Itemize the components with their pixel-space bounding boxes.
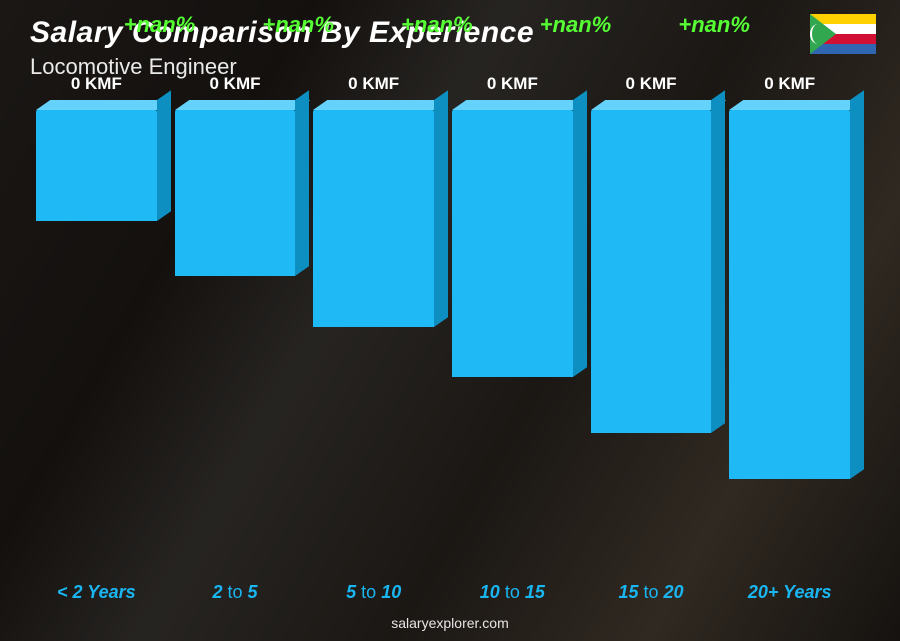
chart-area: 0 KMF< 2 Years0 KMF2 to 50 KMF5 to 100 K… bbox=[30, 110, 856, 571]
bar-value-label: 0 KMF bbox=[24, 74, 169, 94]
bar-value-label: 0 KMF bbox=[301, 74, 446, 94]
bar-4: 0 KMF15 to 20 bbox=[591, 110, 712, 571]
bar-1: 0 KMF2 to 5 bbox=[175, 110, 296, 571]
increment-label: +nan% bbox=[124, 12, 196, 38]
bar-value-label: 0 KMF bbox=[579, 74, 724, 94]
bar-front: 0 KMF bbox=[452, 110, 573, 377]
bar-3: 0 KMF10 to 15 bbox=[452, 110, 573, 571]
bar-side-face bbox=[711, 90, 725, 432]
bar-side-face bbox=[850, 90, 864, 479]
bar-front: 0 KMF bbox=[313, 110, 434, 327]
bar-2: 0 KMF5 to 10 bbox=[313, 110, 434, 571]
bar-top-face bbox=[313, 100, 448, 110]
bar-top-face bbox=[175, 100, 310, 110]
bar-front: 0 KMF bbox=[591, 110, 712, 433]
bar-value-label: 0 KMF bbox=[717, 74, 862, 94]
flag-icon bbox=[810, 14, 876, 54]
bar-top-face bbox=[729, 100, 864, 110]
bar-front: 0 KMF bbox=[729, 110, 850, 479]
bars-container: 0 KMF< 2 Years0 KMF2 to 50 KMF5 to 100 K… bbox=[30, 110, 856, 571]
bar-5: 0 KMF20+ Years bbox=[729, 110, 850, 571]
bar-top-face bbox=[591, 100, 726, 110]
increment-label: +nan% bbox=[262, 12, 334, 38]
bar-side-face bbox=[434, 90, 448, 326]
bar-side-face bbox=[573, 90, 587, 377]
bar-value-label: 0 KMF bbox=[163, 74, 308, 94]
chart-canvas: Salary Comparison By Experience Locomoti… bbox=[0, 0, 900, 641]
bar-side-face bbox=[295, 90, 309, 276]
bar-0: 0 KMF< 2 Years bbox=[36, 110, 157, 571]
increment-label: +nan% bbox=[401, 12, 473, 38]
bar-front: 0 KMF bbox=[36, 110, 157, 221]
bar-top-face bbox=[36, 100, 171, 110]
bar-front: 0 KMF bbox=[175, 110, 296, 276]
footer-credit: salaryexplorer.com bbox=[0, 615, 900, 631]
x-axis-label: 20+ Years bbox=[705, 582, 874, 603]
bar-side-face bbox=[157, 90, 171, 220]
bar-value-label: 0 KMF bbox=[440, 74, 585, 94]
increment-label: +nan% bbox=[540, 12, 612, 38]
bar-top-face bbox=[452, 100, 587, 110]
increment-label: +nan% bbox=[678, 12, 750, 38]
